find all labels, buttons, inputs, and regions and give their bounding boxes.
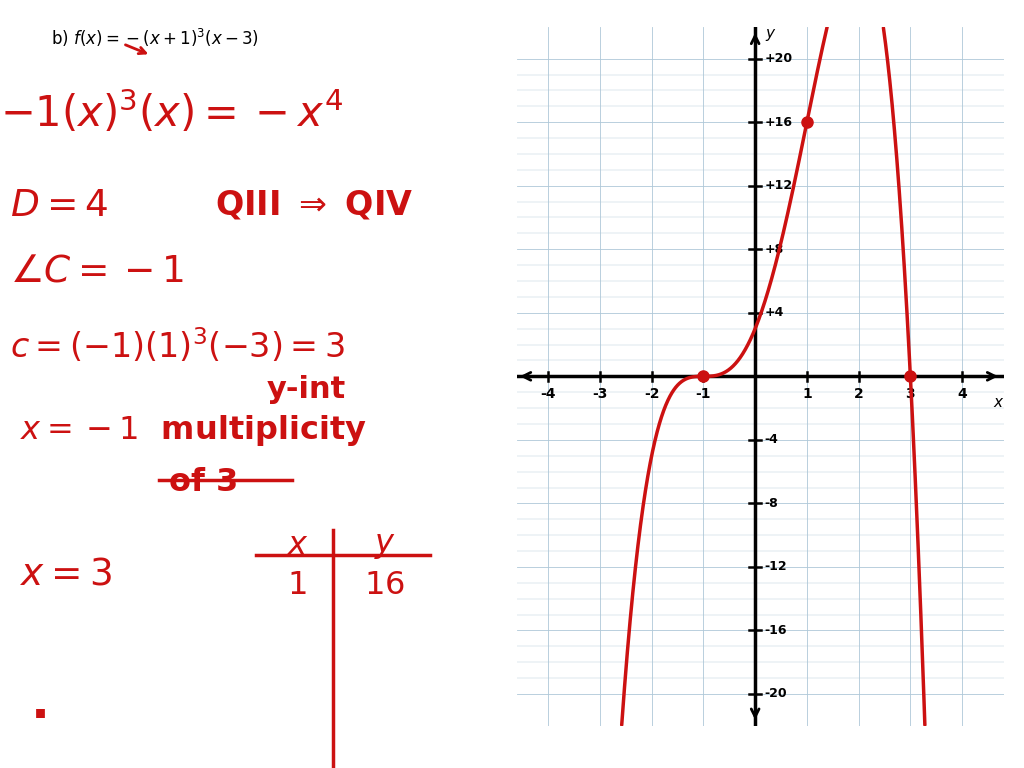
Text: $y$: $y$ [766, 27, 777, 43]
Text: .: . [31, 680, 50, 728]
Text: +16: +16 [765, 116, 793, 129]
Text: $\angle C = -1$: $\angle C = -1$ [10, 253, 184, 290]
Text: $x = 3$: $x = 3$ [20, 557, 113, 593]
Text: -1: -1 [695, 387, 711, 402]
Text: $c = (-1)(1)^3(-3)=3$: $c = (-1)(1)^3(-3)=3$ [10, 326, 345, 366]
Text: 1: 1 [802, 387, 812, 402]
Text: 3: 3 [905, 387, 915, 402]
Text: $x = -1$  multiplicity: $x = -1$ multiplicity [20, 413, 368, 449]
Text: y-int: y-int [266, 375, 345, 404]
Text: -4: -4 [765, 433, 778, 446]
Text: $16$: $16$ [364, 570, 404, 601]
Text: b) $f(x) = -(x+1)^3(x-3)$: b) $f(x) = -(x+1)^3(x-3)$ [51, 27, 259, 49]
Text: -3: -3 [592, 387, 607, 402]
Text: $x$: $x$ [287, 530, 309, 561]
Text: +12: +12 [765, 179, 793, 192]
Text: $-1(x)^3(x) = -x^4$: $-1(x)^3(x) = -x^4$ [0, 88, 343, 136]
Text: $D = 4$: $D = 4$ [10, 188, 109, 224]
Text: 2: 2 [854, 387, 863, 402]
Text: -12: -12 [765, 561, 787, 574]
Text: $x$: $x$ [992, 396, 1005, 410]
Text: +8: +8 [765, 243, 783, 256]
Text: 4: 4 [957, 387, 967, 402]
Text: -4: -4 [541, 387, 556, 402]
Text: -2: -2 [644, 387, 659, 402]
Text: -8: -8 [765, 497, 778, 510]
Text: +20: +20 [765, 52, 793, 65]
Text: QIII $\Rightarrow$ QIV: QIII $\Rightarrow$ QIV [215, 188, 414, 221]
Text: -20: -20 [765, 687, 787, 700]
Text: $1$: $1$ [287, 570, 306, 601]
Text: +4: +4 [765, 306, 783, 319]
Text: $y$: $y$ [374, 530, 396, 561]
Text: of 3: of 3 [169, 467, 239, 498]
Text: -16: -16 [765, 624, 787, 637]
